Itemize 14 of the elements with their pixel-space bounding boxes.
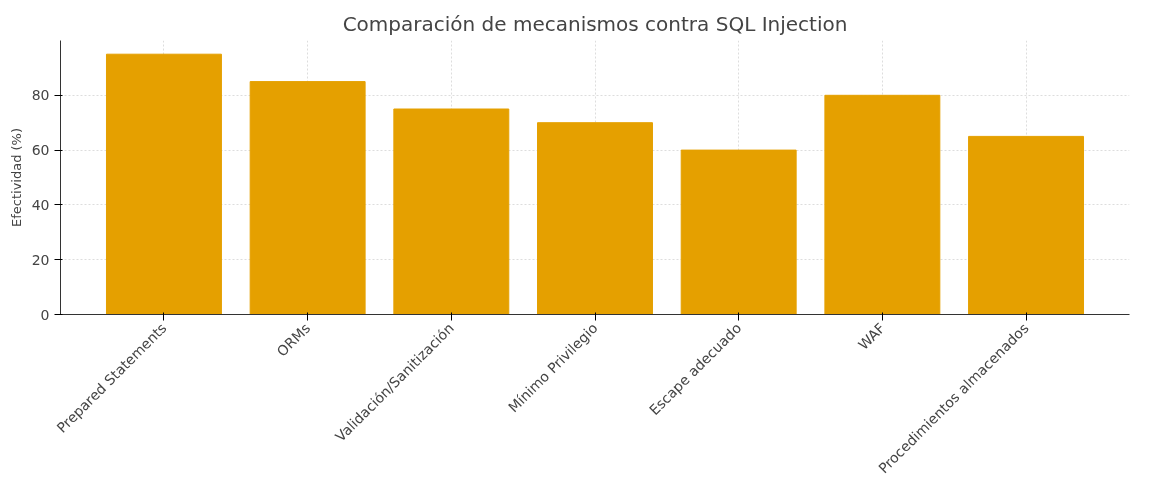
bar — [537, 122, 653, 315]
bar — [393, 108, 510, 315]
bar — [105, 53, 222, 315]
bar — [824, 94, 941, 315]
bar — [249, 81, 366, 315]
y-tick-label: 20 — [31, 251, 50, 268]
y-axis-title: Efectividad (%) — [8, 127, 24, 228]
y-tick-label: 0 — [40, 306, 50, 323]
y-tick-label: 80 — [31, 87, 50, 104]
bar — [680, 149, 797, 315]
chart-title: Comparación de mecanismos contra SQL Injection — [342, 11, 848, 36]
y-tick-label: 60 — [31, 142, 50, 159]
y-tick-label: 40 — [31, 196, 50, 213]
bar — [968, 135, 1085, 315]
